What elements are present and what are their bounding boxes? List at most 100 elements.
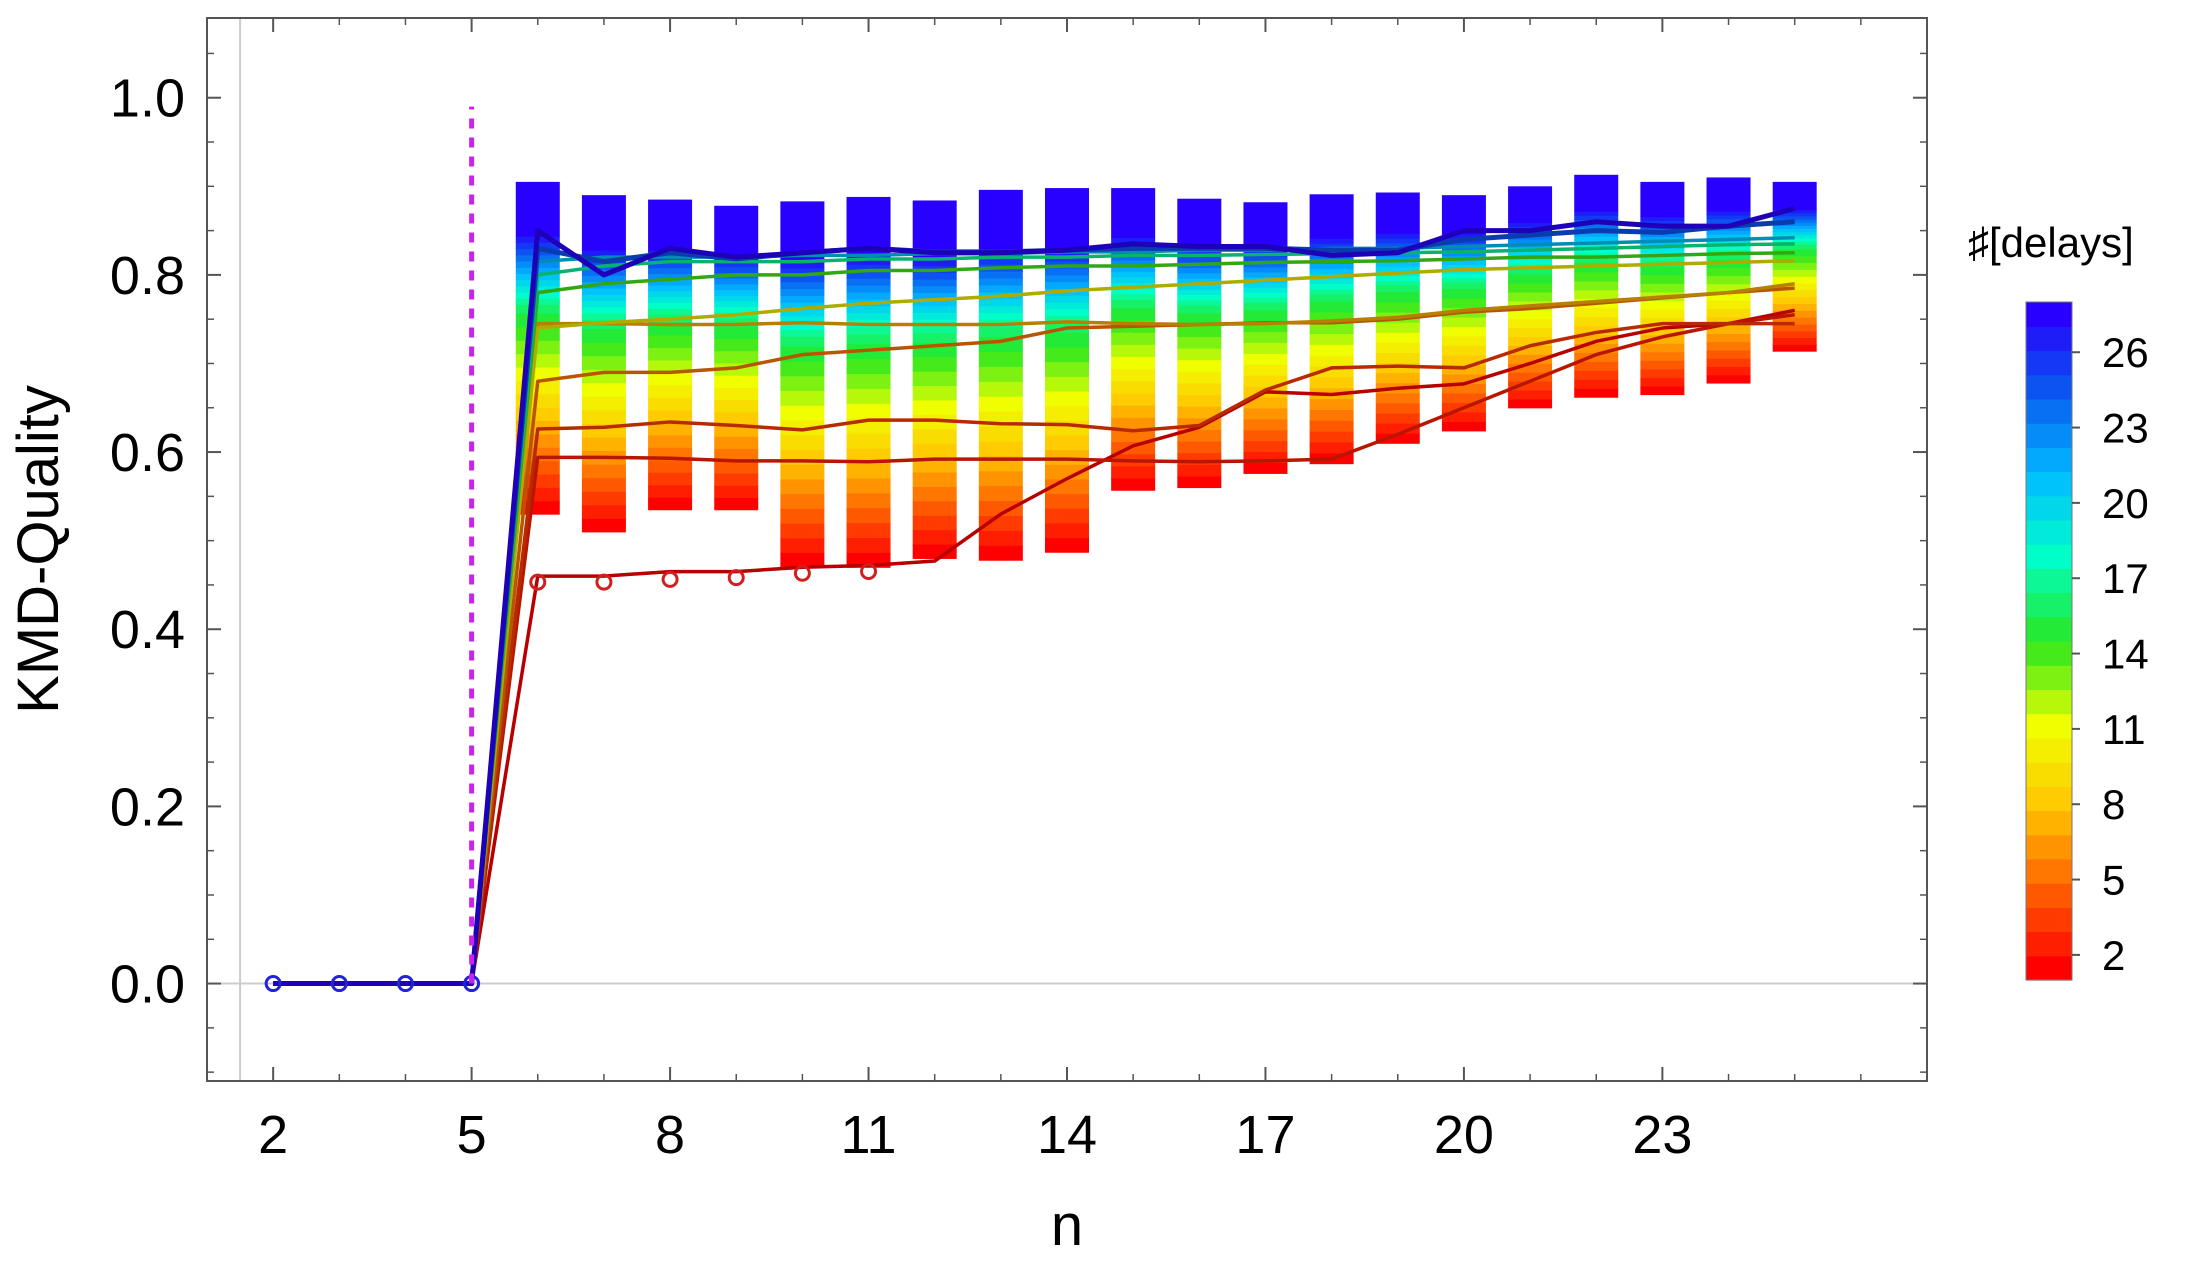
colorbar-segment [2026, 398, 2072, 424]
range-segment [1309, 311, 1354, 324]
range-segment [581, 518, 626, 533]
range-segment [515, 181, 560, 237]
range-segment [1574, 334, 1619, 345]
range-segment [1441, 421, 1486, 432]
range-segment [1574, 223, 1619, 229]
range-segment [978, 366, 1023, 382]
range-segment [648, 472, 693, 486]
range-segment [648, 302, 693, 309]
range-segment [780, 537, 825, 554]
range-segment [714, 295, 759, 302]
x-tick-label: 11 [841, 1105, 897, 1165]
range-segment [1640, 256, 1685, 261]
range-segment [1045, 537, 1089, 553]
range-segment [912, 278, 957, 287]
range-segment [780, 308, 825, 317]
range-segment [1574, 271, 1619, 282]
range-segment [1111, 356, 1156, 370]
range-segment [1243, 418, 1288, 431]
range-bar-n-12 [912, 200, 957, 559]
range-segment [846, 312, 891, 321]
range-segment [912, 529, 957, 545]
range-segment [846, 433, 891, 449]
range-segment [1574, 174, 1619, 212]
y-tick-label: 0.0 [110, 955, 185, 1015]
range-segment [581, 477, 626, 492]
range-bar-n-25 [1772, 181, 1817, 352]
range-segment [1772, 234, 1817, 239]
range-segment [846, 447, 891, 464]
range-segment [846, 358, 891, 375]
range-segment [1111, 332, 1156, 345]
range-segment [1640, 308, 1685, 319]
range-segment [1045, 188, 1089, 249]
range-segment [1243, 292, 1288, 298]
range-segment [846, 373, 891, 389]
range-segment [1706, 283, 1751, 293]
x-tick-label: 8 [655, 1105, 685, 1165]
range-bar-n-16 [1177, 198, 1222, 489]
range-segment [1243, 364, 1288, 376]
colorbar-segment [2026, 786, 2072, 812]
range-segment [1243, 342, 1288, 354]
colorbar-segment [2026, 955, 2072, 981]
low-marker [793, 564, 811, 582]
range-segment [1111, 259, 1156, 267]
range-segment [1508, 372, 1553, 382]
range-segment [1177, 371, 1222, 384]
range-segment [1574, 215, 1619, 220]
range-segment [1177, 267, 1222, 274]
range-segment [1574, 280, 1619, 291]
range-segment [581, 342, 626, 357]
range-segment [1441, 277, 1486, 283]
range-segment [1111, 265, 1156, 272]
x-tick-label: 23 [1632, 1105, 1692, 1165]
range-segment [1375, 280, 1420, 286]
range-segment [780, 274, 825, 283]
range-segment [1375, 261, 1420, 267]
range-segment [912, 515, 957, 531]
range-segment [1243, 396, 1288, 409]
range-segment [648, 284, 693, 292]
colorbar-segment [2026, 544, 2072, 569]
range-segment [1111, 417, 1156, 430]
range-segment [581, 328, 626, 343]
range-segment [1243, 281, 1288, 288]
range-bar-n-8 [648, 199, 693, 511]
range-segment [780, 478, 825, 495]
range-segment [1243, 375, 1288, 387]
range-segment [912, 272, 957, 280]
range-segment [1177, 382, 1222, 396]
range-segment [648, 459, 693, 473]
range-segment [1508, 291, 1553, 302]
range-segment [846, 507, 891, 524]
colorbar-tick-label: 17 [2102, 555, 2149, 602]
range-segment [978, 312, 1023, 321]
range-segment [846, 537, 891, 553]
range-segment [1111, 465, 1156, 479]
range-segment [1706, 358, 1751, 368]
range-segment [648, 273, 693, 280]
range-segment [1640, 216, 1685, 222]
colorbar-segment [2026, 858, 2072, 884]
range-segment [978, 485, 1023, 502]
range-segment [1508, 389, 1553, 400]
range-segment [1640, 368, 1685, 378]
range-segment [1177, 394, 1222, 407]
colorbar-tick-label: 20 [2102, 480, 2149, 527]
low-marker [727, 569, 745, 587]
range-segment [1706, 230, 1751, 235]
range-segment [1574, 252, 1619, 258]
range-segment [1441, 260, 1486, 266]
range-segment [1508, 238, 1553, 244]
range-segment [714, 387, 759, 401]
colorbar-segment [2026, 326, 2072, 352]
colorbar-segment [2026, 762, 2072, 787]
range-bar-n-24 [1706, 177, 1751, 384]
range-segment [1375, 402, 1420, 414]
range-segment [1772, 269, 1817, 277]
range-segment [1243, 298, 1288, 311]
range-segment [714, 338, 759, 352]
range-segment [1640, 257, 1685, 267]
